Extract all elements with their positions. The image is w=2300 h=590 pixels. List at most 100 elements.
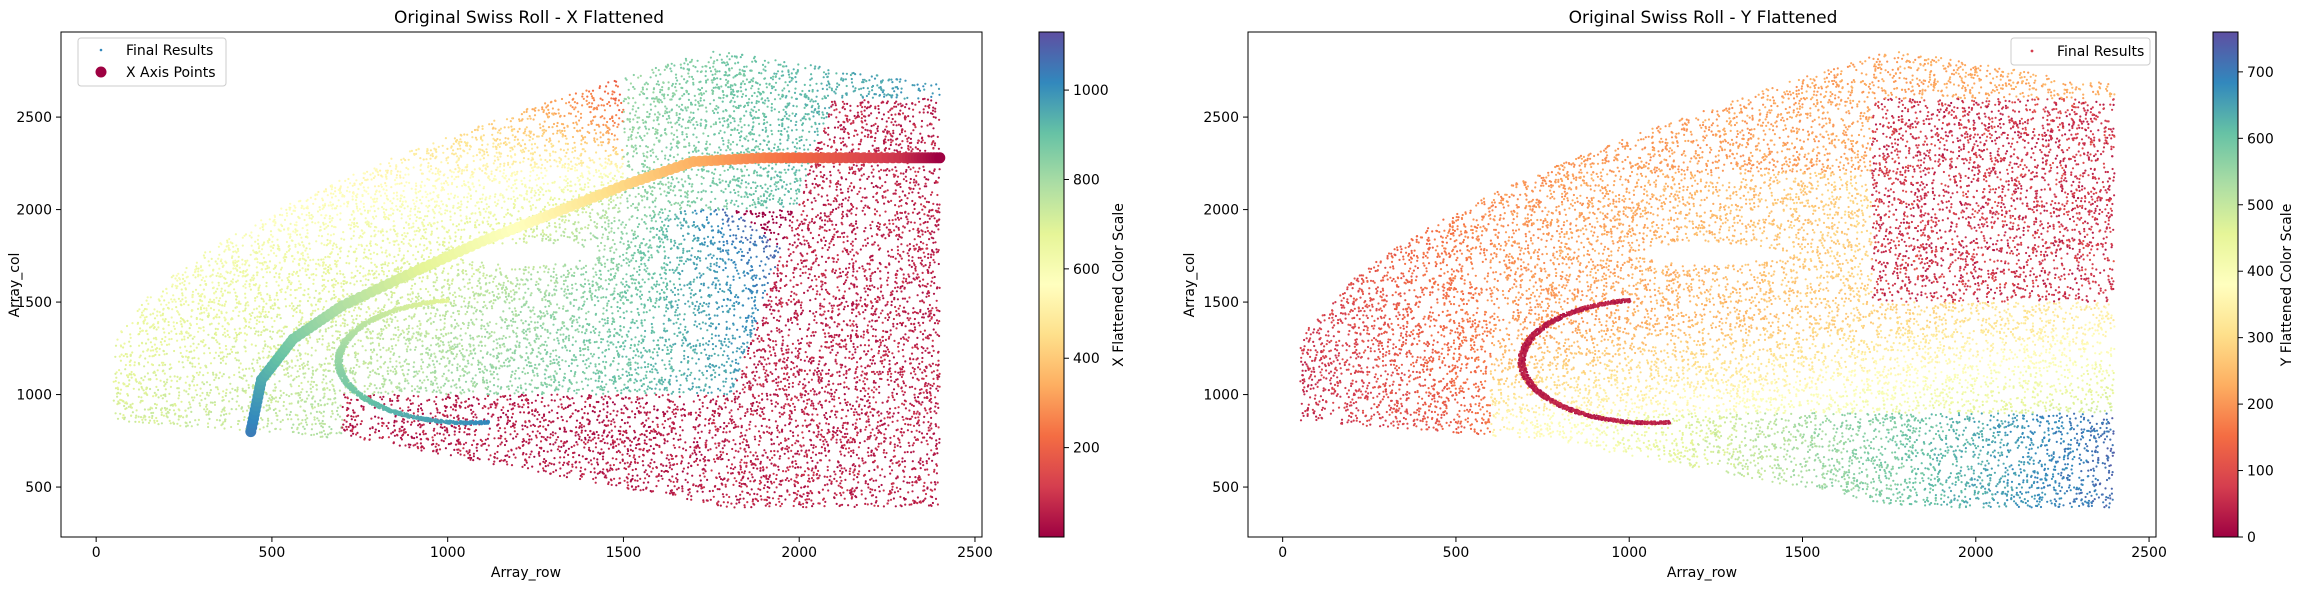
scatter-point bbox=[629, 135, 633, 138]
scatter-point bbox=[602, 360, 605, 363]
scatter-point bbox=[845, 403, 848, 407]
scatter-point bbox=[218, 346, 221, 350]
scatter-point bbox=[418, 210, 421, 214]
scatter-point bbox=[449, 414, 452, 417]
scatter-point bbox=[911, 490, 914, 493]
scatter-point bbox=[179, 282, 182, 285]
scatter-point bbox=[562, 444, 565, 447]
scatter-point bbox=[784, 324, 787, 327]
scatter-point bbox=[575, 288, 578, 291]
scatter-point bbox=[421, 340, 424, 343]
scatter-point bbox=[895, 124, 898, 127]
scatter-point bbox=[380, 183, 383, 186]
scatter-point bbox=[863, 99, 866, 102]
scatter-point bbox=[717, 323, 721, 326]
scatter-point bbox=[512, 195, 515, 198]
scatter-point bbox=[371, 426, 374, 429]
scatter-point bbox=[787, 168, 790, 171]
scatter-point bbox=[539, 440, 543, 443]
scatter-point bbox=[801, 89, 804, 93]
scatter-point bbox=[357, 243, 360, 246]
scatter-point bbox=[908, 481, 911, 484]
scatter-point bbox=[469, 188, 472, 191]
scatter-point bbox=[216, 272, 219, 275]
scatter-point bbox=[567, 112, 571, 115]
scatter-point bbox=[612, 257, 615, 260]
scatter-point bbox=[615, 444, 618, 448]
scatter-point bbox=[321, 338, 324, 341]
scatter-point bbox=[622, 397, 625, 400]
scatter-point bbox=[571, 287, 574, 290]
scatter-point bbox=[687, 174, 690, 177]
scatter-point bbox=[904, 210, 907, 213]
scatter-point bbox=[761, 128, 764, 132]
scatter-point bbox=[848, 171, 851, 175]
scatter-point bbox=[573, 101, 577, 104]
scatter-point bbox=[669, 188, 672, 191]
scatter-point bbox=[657, 111, 660, 114]
scatter-point bbox=[700, 190, 703, 194]
scatter-point bbox=[382, 385, 385, 388]
scatter-point bbox=[402, 237, 405, 241]
scatter-point bbox=[823, 505, 826, 508]
scatter-point bbox=[757, 405, 760, 408]
scatter-point bbox=[312, 433, 316, 436]
scatter-point bbox=[876, 164, 879, 167]
scatter-point bbox=[782, 205, 785, 208]
scatter-point bbox=[691, 247, 694, 250]
scatter-point bbox=[360, 420, 363, 423]
scatter-point bbox=[902, 431, 906, 434]
scatter-point bbox=[790, 478, 793, 481]
scatter-point bbox=[696, 239, 699, 242]
scatter-point bbox=[442, 151, 445, 154]
scatter-point bbox=[636, 235, 640, 238]
scatter-point bbox=[609, 104, 612, 107]
scatter-point bbox=[918, 211, 921, 214]
scatter-point bbox=[694, 484, 698, 487]
scatter-point bbox=[849, 467, 852, 470]
scatter-point bbox=[559, 148, 562, 151]
scatter-point bbox=[736, 328, 739, 331]
scatter-point bbox=[757, 90, 760, 93]
scatter-point bbox=[435, 377, 438, 380]
scatter-point bbox=[935, 472, 939, 475]
scatter-point bbox=[863, 440, 866, 443]
scatter-point bbox=[740, 479, 743, 482]
scatter-point bbox=[725, 205, 728, 208]
scatter-point bbox=[699, 459, 702, 462]
scatter-point bbox=[522, 403, 525, 406]
scatter-point bbox=[501, 291, 504, 294]
scatter-point bbox=[342, 231, 345, 234]
scatter-point bbox=[197, 292, 200, 295]
scatter-point bbox=[805, 239, 808, 242]
scatter-point bbox=[889, 333, 892, 336]
scatter-point bbox=[426, 177, 429, 181]
scatter-point bbox=[616, 368, 619, 371]
scatter-point bbox=[762, 487, 766, 490]
scatter-point bbox=[520, 113, 524, 116]
scatter-point bbox=[514, 268, 517, 271]
scatter-point bbox=[869, 130, 873, 133]
scatter-point bbox=[522, 283, 525, 286]
scatter-point bbox=[709, 498, 712, 501]
scatter-point bbox=[732, 275, 735, 278]
scatter-point bbox=[630, 310, 633, 313]
scatter-point bbox=[588, 178, 591, 182]
scatter-point bbox=[592, 477, 595, 481]
scatter-point bbox=[466, 220, 469, 223]
scatter-point bbox=[272, 389, 275, 392]
scatter-point bbox=[632, 278, 635, 281]
scatter-point bbox=[513, 171, 516, 174]
scatter-point bbox=[497, 158, 500, 161]
scatter-point bbox=[793, 199, 796, 202]
scatter-point bbox=[238, 310, 241, 313]
scatter-point bbox=[454, 194, 457, 197]
scatter-point bbox=[585, 211, 588, 214]
scatter-point bbox=[598, 86, 601, 90]
scatter-point bbox=[449, 215, 452, 218]
scatter-point bbox=[419, 288, 422, 291]
scatter-point bbox=[541, 176, 544, 180]
scatter-point bbox=[707, 170, 710, 173]
scatter-point bbox=[603, 318, 606, 321]
scatter-point bbox=[644, 125, 647, 128]
